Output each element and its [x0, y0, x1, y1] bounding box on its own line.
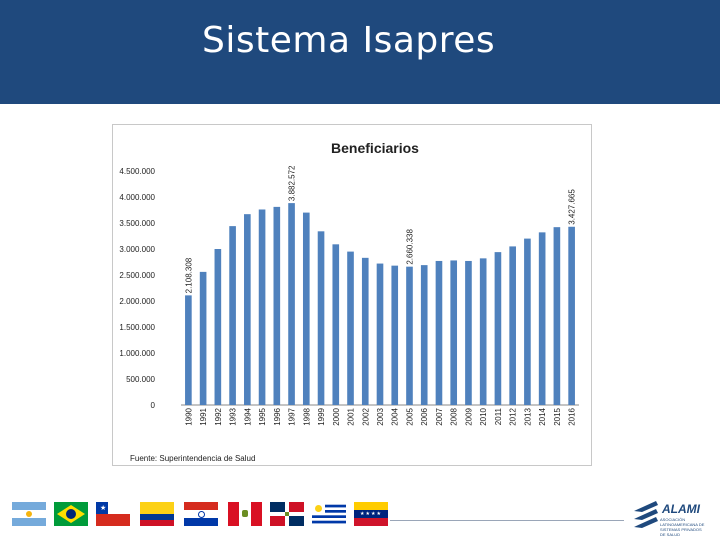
data-label: 3.427.665: [568, 189, 577, 225]
alami-logo-name: ALAMI: [662, 502, 700, 516]
y-tick-label: 3.500.000: [119, 219, 155, 228]
x-tick-label: 2016: [568, 407, 577, 425]
bar-2006: [420, 265, 428, 405]
bar-2010: [479, 258, 487, 405]
y-tick-label: 4.500.000: [119, 167, 155, 176]
bar-2004: [391, 265, 399, 405]
bar-1993: [229, 226, 236, 405]
bar-2014: [538, 232, 546, 405]
bar-2000: [332, 244, 340, 405]
y-tick-label: 2.000.000: [119, 297, 155, 306]
bar-2005: [406, 266, 413, 405]
x-tick-label: 2013: [523, 407, 532, 425]
bar-1991: [199, 271, 207, 405]
bar-1995: [258, 209, 266, 405]
bar-2013: [524, 238, 531, 405]
data-label: 2.108.308: [184, 257, 193, 293]
bar-2015: [553, 227, 561, 405]
brazil-flag: [54, 502, 88, 526]
slide-header: Sistema Isapres: [0, 0, 720, 104]
bar-2007: [435, 260, 443, 405]
chart-title: Beneficiarios: [331, 140, 419, 156]
x-tick-label: 1995: [258, 407, 267, 425]
x-tick-label: 2006: [420, 407, 429, 425]
chart-frame: Beneficiarios 0 500.000 1.000.000 1.500.000 2…: [112, 124, 592, 466]
x-tick-label: 2012: [509, 407, 518, 425]
bar-1999: [317, 231, 325, 405]
chile-flag: ★: [96, 502, 130, 526]
colombia-flag: [140, 502, 174, 526]
x-tick-label: 1990: [184, 407, 193, 425]
bar-2002: [361, 257, 369, 405]
x-tick-label: 1992: [214, 407, 223, 425]
y-tick-label: 3.000.000: [119, 245, 155, 254]
bar-2008: [450, 260, 458, 405]
peru-flag: [228, 502, 262, 526]
x-tick-label: 2015: [553, 407, 562, 425]
bar-2003: [376, 263, 384, 405]
x-tick-label: 2001: [347, 407, 356, 425]
dominican-republic-flag: [270, 502, 304, 526]
bar-1990: [185, 295, 192, 405]
x-tick-label: 2008: [450, 407, 459, 425]
bar-2009: [465, 260, 472, 405]
data-label: 2.660.338: [405, 229, 414, 265]
bar-1994: [244, 214, 251, 405]
y-tick-label: 1.500.000: [119, 323, 155, 332]
footer-divider: [390, 520, 624, 521]
paraguay-flag: [184, 502, 218, 526]
source-note: Fuente: Superintendencia de Salud: [130, 454, 256, 463]
bar-1996: [273, 206, 281, 405]
venezuela-flag: ★★★★: [354, 502, 388, 526]
alami-logo: [634, 501, 658, 528]
bar-1992: [214, 249, 222, 405]
x-tick-label: 1998: [302, 407, 311, 425]
bar-2001: [347, 251, 354, 405]
x-tick-label: 2007: [435, 407, 444, 425]
beneficiarios-chart: Beneficiarios 0 500.000 1.000.000 1.500.000 2…: [119, 140, 579, 426]
x-tick-label: 2005: [405, 407, 414, 425]
y-tick-label: 4.000.000: [119, 193, 155, 202]
x-tick-label: 1994: [243, 407, 252, 425]
bar-2016: [568, 226, 575, 405]
uruguay-flag: [312, 502, 346, 526]
bar-1997: [288, 203, 295, 405]
x-tick-label: 2004: [391, 407, 400, 425]
y-tick-label: 0: [151, 401, 156, 410]
x-tick-label: 2002: [361, 407, 370, 425]
x-tick-label: 1996: [273, 407, 282, 425]
bar-2011: [494, 252, 502, 405]
data-label: 3.882.572: [288, 165, 297, 201]
y-tick-label: 500.000: [126, 375, 155, 384]
y-tick-label: 1.000.000: [119, 349, 155, 358]
x-tick-label: 2003: [376, 407, 385, 425]
slide-title: Sistema Isapres: [202, 20, 496, 61]
x-tick-label: 2000: [332, 407, 341, 425]
y-tick-label: 2.500.000: [119, 271, 155, 280]
x-tick-label: 2010: [479, 407, 488, 425]
x-tick-label: 1997: [288, 407, 297, 425]
x-tick-label: 1999: [317, 407, 326, 425]
x-tick-label: 2014: [538, 407, 547, 425]
argentina-flag: [12, 502, 46, 526]
x-tick-label: 1993: [229, 407, 238, 425]
x-tick-label: 2009: [464, 407, 473, 425]
x-tick-label: 1991: [199, 407, 208, 425]
bar-2012: [509, 246, 516, 405]
bar-1998: [302, 212, 310, 405]
alami-logo-subtitle: ASOCIACIÓN LATINOAMERICANA DE SISTEMAS P…: [660, 517, 705, 537]
x-tick-label: 2011: [494, 407, 503, 425]
